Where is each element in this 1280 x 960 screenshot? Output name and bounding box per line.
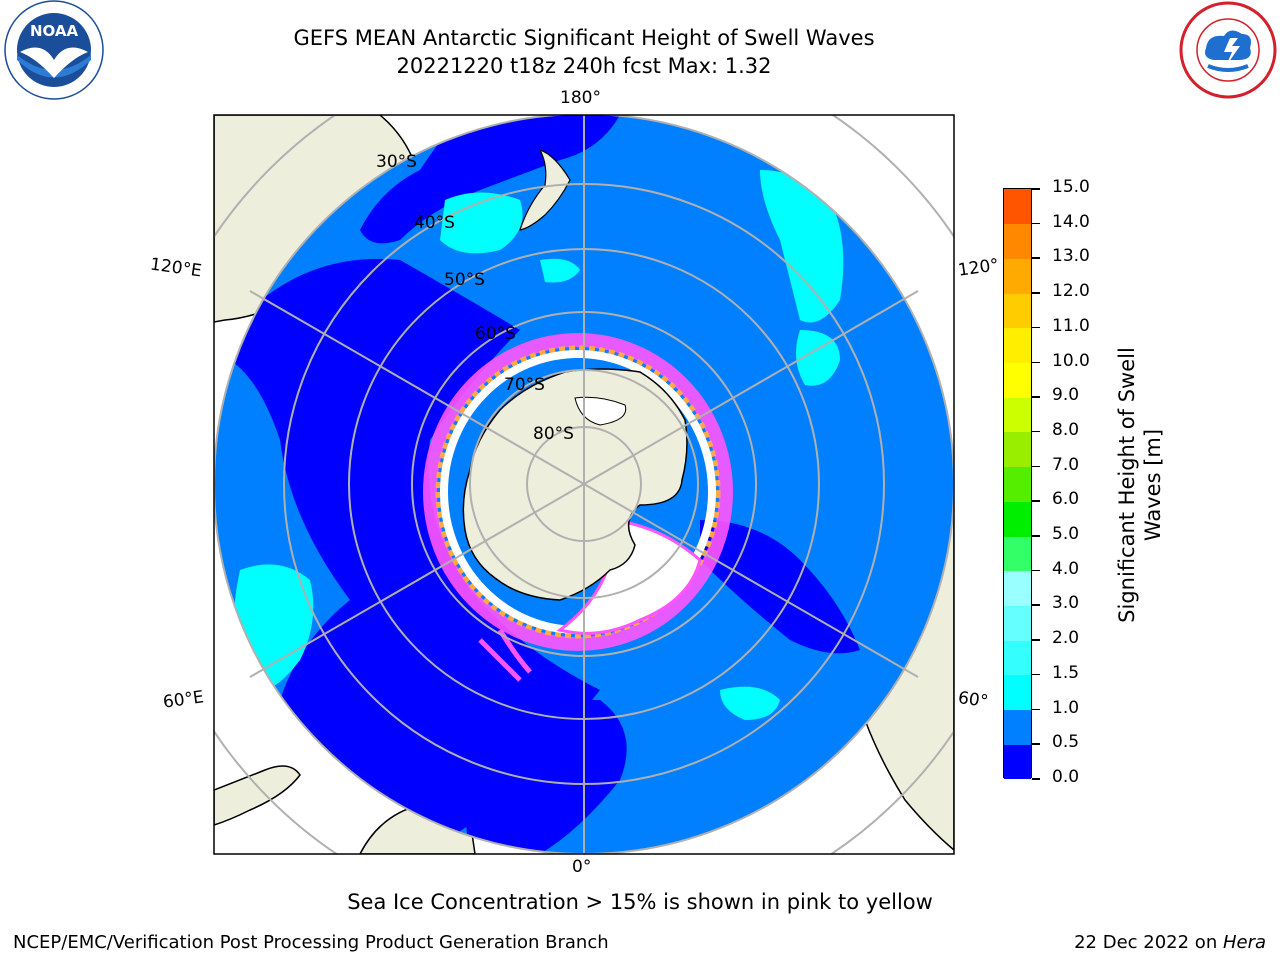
colorbar-segment [1004, 570, 1031, 606]
colorbar-segment [1004, 293, 1031, 329]
colorbar-title-line2: Waves [m] [1141, 428, 1165, 542]
noaa-logo: NOAA [4, 0, 104, 100]
sea-ice-ring [423, 333, 733, 682]
colorbar-segment [1004, 258, 1031, 294]
colorbar-tick-label: 15.0 [1052, 177, 1090, 197]
lon-label-0: 0° [572, 857, 592, 877]
swell-patch-pacific-2 [796, 330, 840, 386]
colorbar-segment [1004, 709, 1031, 745]
colorbar-segment [1004, 605, 1031, 641]
colorbar-segment [1004, 744, 1031, 780]
colorbar-tick-label: 8.0 [1052, 419, 1080, 440]
colorbar-tick [1032, 430, 1040, 433]
colorbar-segment [1004, 397, 1031, 433]
colorbar-title-line1: Significant Height of Swell [1115, 347, 1139, 623]
colorbar-tick [1032, 465, 1040, 468]
swell-patch-atlantic [720, 686, 780, 720]
lat-label-70s: 70°S [504, 375, 545, 395]
lon-label-60w: 60°W [956, 688, 990, 712]
chart-subtitle: 20221220 t18z 240h fcst Max: 1.32 [396, 54, 772, 78]
swell-patch-central [540, 258, 580, 283]
colorbar-tick [1032, 361, 1040, 364]
lat-label-60s: 60°S [475, 324, 516, 344]
footer-credit: NCEP/EMC/Verification Post Processing Pr… [13, 932, 609, 953]
colorbar-tick-label: 13.0 [1052, 246, 1090, 267]
swell-patch-tasman [440, 192, 523, 254]
colorbar-tick [1032, 396, 1040, 398]
colorbar-tick-label: 1.0 [1052, 697, 1080, 718]
graticule [214, 115, 954, 854]
colorbar-tick-label: 0.5 [1052, 732, 1080, 753]
lon-label-180: 180° [560, 88, 601, 108]
lat-label-80s: 80°S [533, 424, 574, 444]
footer-host: Hera [1222, 932, 1266, 953]
colorbar-tick [1032, 188, 1040, 190]
swell-low-zone-south [465, 680, 627, 854]
nws-logo [1179, 1, 1277, 99]
colorbar-tick-label: 1.5 [1052, 662, 1080, 683]
noaa-logo-text: NOAA [30, 22, 79, 40]
colorbar-tick-label: 3.0 [1052, 593, 1080, 614]
colorbar-tick-label: 11.0 [1052, 315, 1090, 336]
footer-date-text: 22 Dec 2022 on [1074, 932, 1223, 953]
caption: Sea Ice Concentration > 15% is shown in … [347, 890, 933, 914]
lat-label-30s: 30°S [376, 152, 417, 172]
colorbar-tick-label: 0.0 [1052, 767, 1080, 787]
colorbar-segment [1004, 362, 1031, 398]
colorbar-tick [1032, 673, 1040, 676]
colorbar-tick-label: 7.0 [1052, 454, 1080, 475]
colorbar-tick [1032, 222, 1040, 225]
colorbar-tick-label: 5.0 [1052, 524, 1080, 545]
colorbar-tick-label: 12.0 [1052, 281, 1090, 302]
colorbar-segment [1004, 674, 1031, 711]
land-new-zealand [519, 148, 571, 231]
land-africa [214, 765, 301, 826]
colorbar-title: Significant Height of Swell Waves [m] [1114, 305, 1166, 665]
chart-title: GEFS MEAN Antarctic Significant Height o… [293, 26, 875, 50]
colorbar-segment [1004, 327, 1031, 364]
colorbar-tick [1032, 743, 1040, 745]
colorbar-tick [1032, 535, 1040, 537]
colorbar-tick-label: 14.0 [1052, 211, 1090, 232]
colorbar-segment [1004, 189, 1031, 225]
lat-label-40s: 40°S [414, 213, 455, 233]
colorbar-segment [1004, 640, 1031, 676]
swell-low-zone-north [360, 115, 620, 244]
colorbar-segment [1004, 536, 1031, 572]
footer-date: 22 Dec 2022 on Hera [1074, 932, 1266, 953]
colorbar-tick [1032, 326, 1040, 329]
colorbar-segment [1004, 466, 1031, 502]
colorbar [1003, 188, 1032, 780]
colorbar-tick-label: 4.0 [1052, 558, 1080, 579]
colorbar-segment [1004, 223, 1031, 259]
colorbar-tick-label: 2.0 [1052, 628, 1080, 649]
colorbar-segment [1004, 431, 1031, 468]
colorbar-tick [1032, 257, 1040, 259]
lat-label-50s: 50°S [444, 270, 485, 290]
colorbar-tick [1032, 708, 1040, 711]
colorbar-segment [1004, 501, 1031, 537]
colorbar-tick [1032, 569, 1040, 572]
colorbar-tick [1032, 778, 1040, 780]
colorbar-tick-label: 9.0 [1052, 385, 1080, 406]
colorbar-tick [1032, 500, 1040, 502]
colorbar-tick-label: 6.0 [1052, 489, 1080, 510]
colorbar-tick [1032, 292, 1040, 294]
colorbar-tick-label: 10.0 [1052, 350, 1090, 371]
map-frame [213, 114, 955, 855]
colorbar-tick [1032, 604, 1040, 606]
colorbar-tick [1032, 639, 1040, 641]
swell-patch-pacific [760, 170, 844, 323]
